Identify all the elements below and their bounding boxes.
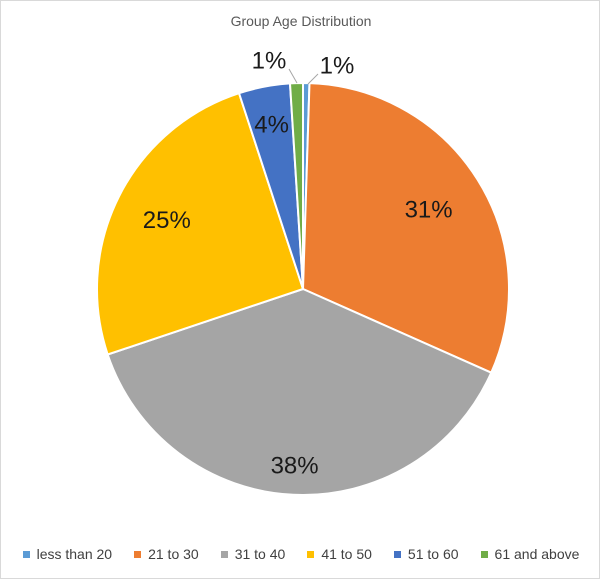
legend-swatch (134, 550, 142, 558)
legend-swatch (393, 550, 401, 558)
legend-label: 21 to 30 (148, 546, 199, 562)
legend-label: less than 20 (36, 546, 113, 562)
legend-item: 51 to 60 (393, 546, 459, 562)
legend-label: 31 to 40 (234, 546, 286, 562)
legend-label: 51 to 60 (407, 546, 459, 562)
legend-item: 21 to 30 (134, 546, 199, 562)
legend-item: 41 to 50 (307, 546, 372, 562)
legend-swatch (480, 550, 488, 558)
pie-slice-21-to-30 (301, 82, 510, 375)
leader-line (288, 68, 298, 84)
legend-swatch (307, 550, 315, 558)
data-label: 31% (405, 197, 453, 224)
data-label: 25% (143, 207, 191, 234)
leader-line (307, 73, 319, 85)
pie-slice-41-to-50 (96, 91, 305, 356)
data-label: 1% (252, 48, 287, 75)
legend-swatch (22, 550, 30, 558)
legend-label: 41 to 50 (321, 546, 372, 562)
legend-swatch (220, 550, 228, 558)
legend-item: less than 20 (22, 546, 113, 562)
legend-item: 61 and above (480, 546, 580, 562)
legend-item: 31 to 40 (220, 546, 286, 562)
legend-label: 61 and above (494, 546, 580, 562)
pie-slice-31-to-40 (106, 287, 493, 496)
data-label: 1% (320, 53, 355, 80)
chart-title: Group Age Distribution (230, 13, 372, 29)
data-label: 38% (271, 453, 319, 480)
data-label: 4% (254, 112, 289, 139)
legend: less than 20 21 to 30 31 to 40 41 to 50 51 t… (1, 546, 600, 562)
